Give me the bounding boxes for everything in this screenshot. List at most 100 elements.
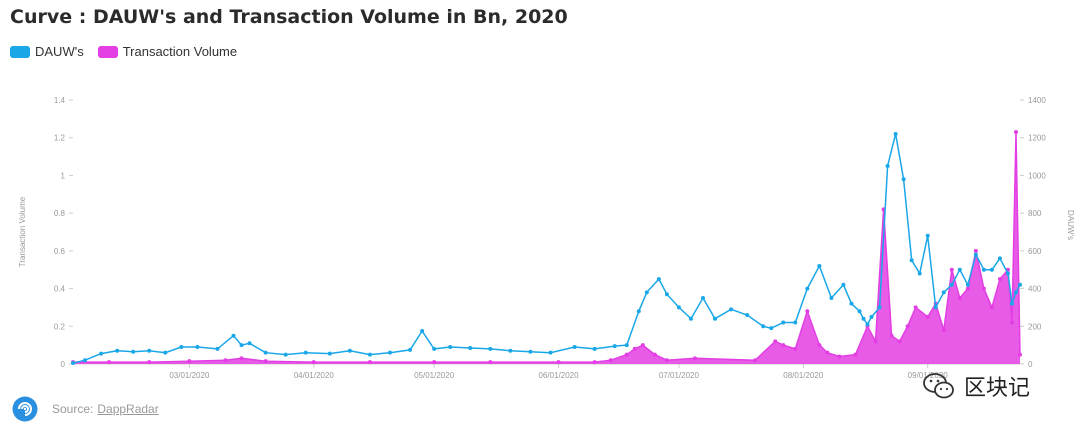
watermark: 区块记 [922, 370, 1030, 402]
source-link[interactable]: DappRadar [97, 402, 159, 416]
dauw-point [612, 344, 617, 349]
y-left-tick-label: 1.2 [54, 134, 66, 143]
dauw-point [83, 358, 88, 363]
dauw-point [781, 320, 786, 325]
x-tick-label: 08/01/2020 [783, 371, 824, 380]
dauw-point [700, 296, 705, 300]
dauw-point [283, 352, 288, 357]
volume-point [1018, 352, 1022, 357]
source-label: Source: [52, 402, 94, 416]
dauw-point [488, 346, 493, 351]
dauw-point [664, 292, 669, 297]
dauw-point [957, 267, 962, 272]
legend: DAUW's Transaction Volume [10, 44, 251, 59]
y-right-tick-label: 800 [1028, 209, 1042, 218]
dauw-point [865, 322, 870, 327]
volume-point [793, 346, 798, 351]
volume-point [913, 305, 918, 310]
dauw-point [327, 351, 332, 356]
volume-point [187, 359, 192, 364]
dauw-point [163, 350, 168, 355]
volume-point [556, 360, 561, 365]
dauw-point [636, 309, 641, 314]
volume-point [905, 324, 910, 329]
y-left-tick-label: 1 [61, 171, 66, 180]
volume-point [965, 286, 970, 291]
volume-point [997, 277, 1002, 282]
dauw-point [745, 312, 750, 317]
volume-point [239, 356, 244, 361]
dauw-point [367, 352, 372, 357]
watermark-text: 区块记 [964, 376, 1031, 401]
volume-point [753, 358, 758, 363]
dauw-point [941, 290, 946, 295]
dauw-point [841, 282, 846, 287]
dappradar-logo-icon [12, 396, 38, 422]
volume-point [432, 360, 437, 365]
dauw-point [99, 351, 104, 356]
dauw-point [877, 305, 882, 310]
dauw-point [71, 361, 75, 366]
volume-point [805, 309, 810, 314]
volume-point [941, 328, 946, 333]
volume-point [367, 360, 372, 365]
dauw-point [592, 346, 597, 351]
chart-title: Curve : DAUW's and Transaction Volume in… [10, 6, 568, 28]
volume-point [817, 343, 822, 348]
dauw-point [624, 343, 629, 348]
dauw-point [793, 320, 798, 325]
dauw-point [893, 131, 898, 136]
dauw-point [572, 345, 577, 350]
dauw-point [548, 350, 553, 355]
dauw-series-group [71, 131, 1022, 366]
dauw-point [263, 350, 268, 355]
dauw-point [761, 324, 766, 329]
y-right-axis-label: DAUW's [1066, 210, 1075, 240]
x-tick-label: 03/01/2020 [169, 371, 210, 380]
y-left-tick-label: 0.6 [54, 247, 66, 256]
source-footer: Source: DappRadar [12, 396, 159, 422]
dauw-line [72, 133, 1021, 364]
volume-point [652, 352, 657, 357]
dauw-point [805, 286, 810, 291]
volume-point [147, 360, 152, 365]
volume-area [73, 132, 1020, 364]
dauw-point [115, 348, 120, 353]
legend-item-dauw[interactable]: DAUW's [10, 44, 84, 59]
volume-point [488, 360, 493, 365]
y-left-axis-label: Transaction Volume [18, 196, 27, 267]
dauw-point [909, 258, 914, 263]
dauw-point [656, 277, 661, 282]
volume-point [873, 339, 878, 344]
x-tick-label: 07/01/2020 [659, 371, 700, 380]
dauw-point [949, 282, 954, 287]
volume-point [925, 314, 930, 319]
dauw-point [239, 343, 244, 348]
y-left-tick-label: 1.4 [54, 96, 66, 105]
dauw-point [303, 350, 308, 355]
dauw-point [729, 307, 734, 312]
dauw-point [247, 341, 252, 346]
dauw-point [131, 349, 136, 354]
volume-point [624, 352, 629, 357]
volume-point [692, 356, 697, 361]
y-right-tick-label: 600 [1028, 247, 1042, 256]
volume-line [73, 132, 1021, 363]
right-axis-group: 0 200 400 600 800 1000 1200 1400 [1020, 96, 1046, 369]
y-right-tick-label: 0 [1028, 360, 1033, 369]
legend-label-dauw: DAUW's [35, 44, 84, 59]
dauw-point [829, 296, 834, 300]
dauw-point [849, 301, 854, 306]
volume-point [825, 350, 830, 355]
legend-item-volume[interactable]: Transaction Volume [97, 44, 237, 59]
dauw-point [195, 345, 200, 350]
legend-swatch-dauw [10, 45, 30, 58]
volume-point [957, 296, 962, 300]
volume-point [1013, 130, 1018, 135]
dauw-point [468, 345, 473, 350]
chart-area: 0 0.2 0.4 0.6 0.8 1 1.2 1.4 0 200 400 600 800 1000 12… [18, 96, 1075, 380]
legend-swatch-volume [97, 45, 118, 58]
dauw-point [769, 326, 774, 331]
dauw-point [388, 350, 393, 355]
x-tick-label: 05/01/2020 [414, 371, 455, 380]
